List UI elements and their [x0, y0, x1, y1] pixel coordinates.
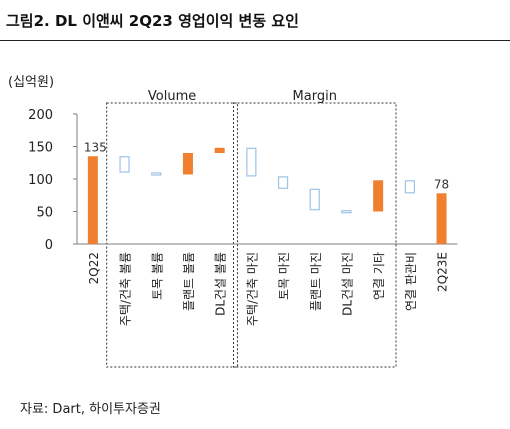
category-label: 플랜트 마진: [309, 252, 323, 311]
group-label: Margin: [293, 89, 337, 104]
y-tick-label: 200: [28, 108, 53, 123]
title-divider: [0, 40, 510, 41]
group-label: Volume: [148, 89, 196, 104]
y-tick-label: 100: [28, 173, 53, 188]
total-bar: [87, 156, 98, 244]
category-label: 연결 판관비: [404, 252, 418, 311]
source-note: 자료: Dart, 하이투자증권: [20, 402, 161, 417]
decrease-bar: [246, 147, 257, 177]
x-axis-labels: 2Q22 주택/건축 볼륨 토목 볼륨 플랜트 볼륨 DL건설 볼륨 주택/건축 마진 토목…: [87, 252, 450, 326]
decrease-bar: [119, 156, 130, 173]
value-label: 135: [84, 140, 107, 154]
y-axis: 0 50 100 150 200: [28, 108, 458, 253]
y-tick-label: 150: [28, 141, 53, 156]
category-label: 플랜트 볼륨: [182, 252, 196, 311]
category-label: DL건설 볼륨: [214, 252, 228, 316]
decrease-bar: [151, 172, 162, 176]
increase-bar: [182, 153, 193, 175]
increase-bar: [214, 147, 225, 153]
y-tick-label: 0: [45, 238, 53, 253]
category-label: 토목 볼륨: [150, 252, 164, 300]
y-tick-label: 50: [36, 206, 53, 221]
category-label: DL건설 마진: [340, 252, 354, 316]
category-label: 토목 마진: [277, 252, 291, 300]
category-label: 주택/건축 볼륨: [119, 252, 133, 326]
category-label: 2Q23E: [436, 252, 450, 292]
category-label: 주택/건축 마진: [245, 252, 259, 326]
decrease-bar: [309, 188, 320, 211]
increase-bar: [373, 180, 384, 212]
category-label: 2Q22: [87, 252, 101, 284]
chart-title: 그림2. DL 이앤씨 2Q23 영업이익 변동 요인: [6, 12, 299, 30]
group-boxes: Volume Margin: [106, 89, 397, 368]
decrease-bar: [277, 176, 289, 189]
decrease-bar: [341, 210, 352, 214]
value-label: 78: [434, 177, 449, 191]
category-label: 연결 기타: [372, 252, 386, 300]
group-box: [106, 102, 238, 368]
unit-label: (십억원): [8, 75, 54, 90]
total-bar: [436, 193, 447, 244]
bars: 135 78: [84, 140, 449, 244]
group-box: [233, 102, 397, 368]
decrease-bar: [404, 180, 415, 194]
